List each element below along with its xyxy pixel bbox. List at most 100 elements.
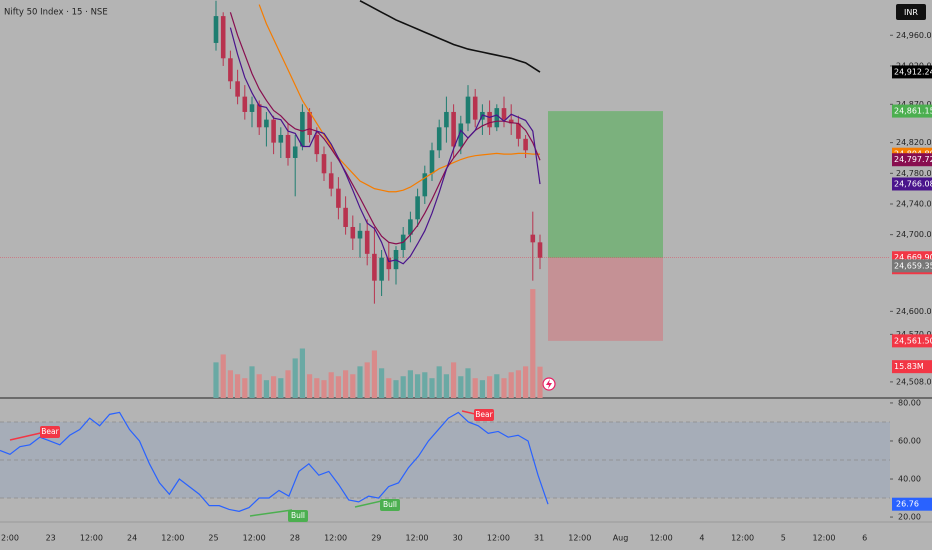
volume-bar	[465, 368, 471, 398]
volume-bar	[451, 362, 457, 398]
volume-bar	[487, 376, 493, 398]
candle-body	[372, 253, 377, 281]
y-tick-label: 40.00	[898, 475, 921, 484]
price-label: 24,766.08	[894, 179, 932, 188]
candle-body	[350, 226, 356, 239]
alert-icon[interactable]	[542, 377, 556, 391]
volume-bar	[242, 378, 248, 398]
y-tick-label: 24,600.00	[896, 307, 932, 316]
x-tick-label: 6	[862, 534, 867, 543]
volume-bar	[371, 350, 377, 398]
y-tick-label: 24,960.00	[896, 31, 932, 40]
x-tick-label: 5	[781, 534, 786, 543]
moving-average-line	[229, 12, 541, 245]
candle-body	[343, 207, 348, 227]
divergence-line	[249, 509, 293, 517]
candle-body	[235, 81, 240, 97]
price-label-box	[892, 153, 932, 167]
price-label-box	[892, 104, 932, 118]
volume-bar	[285, 370, 291, 398]
volume-bar	[235, 374, 241, 398]
volume-bar	[350, 374, 356, 398]
volume-bar	[314, 378, 320, 398]
x-tick-label: 12:00	[650, 534, 673, 543]
volume-bar	[429, 378, 435, 398]
volume-bar	[278, 378, 284, 398]
price-label: 24,912.24	[894, 67, 932, 76]
rsi-value-box	[892, 497, 932, 511]
x-tick-label: 28	[290, 534, 300, 543]
candle-body	[228, 58, 233, 82]
y-tick-label: 24,700.00	[896, 230, 932, 239]
rsi-value-label: 26.76	[896, 500, 919, 509]
volume-bar	[422, 372, 428, 398]
divergence-tag: Bull	[291, 511, 305, 520]
volume-bar	[508, 372, 514, 398]
volume-bar	[256, 374, 262, 398]
candle-body	[307, 111, 312, 135]
y-tick-label: 24,740.00	[896, 199, 932, 208]
stop-zone	[548, 257, 663, 341]
currency-label[interactable]: INR	[904, 8, 918, 17]
candle-body	[422, 173, 428, 197]
candle-body	[336, 188, 341, 208]
y-tick-label: 60.00	[898, 436, 921, 445]
candle-body	[501, 108, 507, 120]
x-tick-label: 12:00	[324, 534, 347, 543]
y-tick-label: 24,570.00	[896, 330, 932, 339]
price-label-box	[892, 334, 932, 348]
candle-body	[264, 119, 269, 128]
candle-body	[357, 230, 363, 239]
x-tick-label: 12:00	[812, 534, 835, 543]
candle-body	[256, 104, 262, 128]
volume-bar	[537, 366, 543, 398]
volume-bar	[415, 374, 421, 398]
x-tick-label: 4	[699, 534, 704, 543]
volume-bar	[386, 378, 392, 398]
moving-average-line	[229, 27, 541, 265]
candle-body	[300, 111, 305, 147]
volume-bar	[501, 378, 507, 398]
x-tick-label: 12:00	[80, 534, 103, 543]
candle-body	[508, 119, 514, 124]
divergence-tag-box	[40, 426, 60, 438]
x-tick-label: 2:00	[1, 534, 19, 543]
currency-button[interactable]	[896, 4, 926, 20]
candle-body	[537, 242, 543, 258]
volume-bar	[299, 348, 305, 398]
moving-average-line	[258, 4, 540, 193]
volume-bar	[494, 374, 500, 398]
y-tick-label: 24,508.00	[896, 377, 932, 386]
volume-bar	[472, 378, 478, 398]
price-label: 24,659.35	[894, 261, 932, 270]
price-label: 24,861.15	[894, 107, 932, 116]
price-label-box	[892, 259, 932, 273]
x-tick-label: 25	[208, 534, 218, 543]
volume-label: 15.83M	[894, 362, 924, 371]
x-tick-label: 29	[371, 534, 381, 543]
x-tick-label: 23	[46, 534, 56, 543]
candle-body	[494, 108, 500, 128]
volume-bar	[357, 366, 363, 398]
candle-body	[436, 127, 442, 151]
volume-bar	[271, 376, 277, 398]
price-label: 24,797.72	[894, 155, 932, 164]
x-tick-label: 12:00	[731, 534, 754, 543]
candle-body	[444, 111, 449, 128]
candle-body	[408, 219, 413, 235]
volume-bar	[400, 376, 406, 398]
price-label-box	[892, 65, 932, 79]
volume-bar	[515, 370, 521, 398]
x-tick-label: 12:00	[405, 534, 428, 543]
candle-body	[328, 173, 334, 189]
divergence-tag: Bear	[41, 427, 59, 436]
candle-body	[429, 150, 435, 174]
volume-bar	[523, 366, 529, 398]
volume-bar	[227, 370, 233, 398]
candle-body	[285, 134, 291, 158]
price-label-box	[892, 177, 932, 191]
volume-bar	[328, 372, 334, 398]
volume-bar	[379, 368, 385, 398]
divergence-tag: Bear	[475, 410, 493, 419]
